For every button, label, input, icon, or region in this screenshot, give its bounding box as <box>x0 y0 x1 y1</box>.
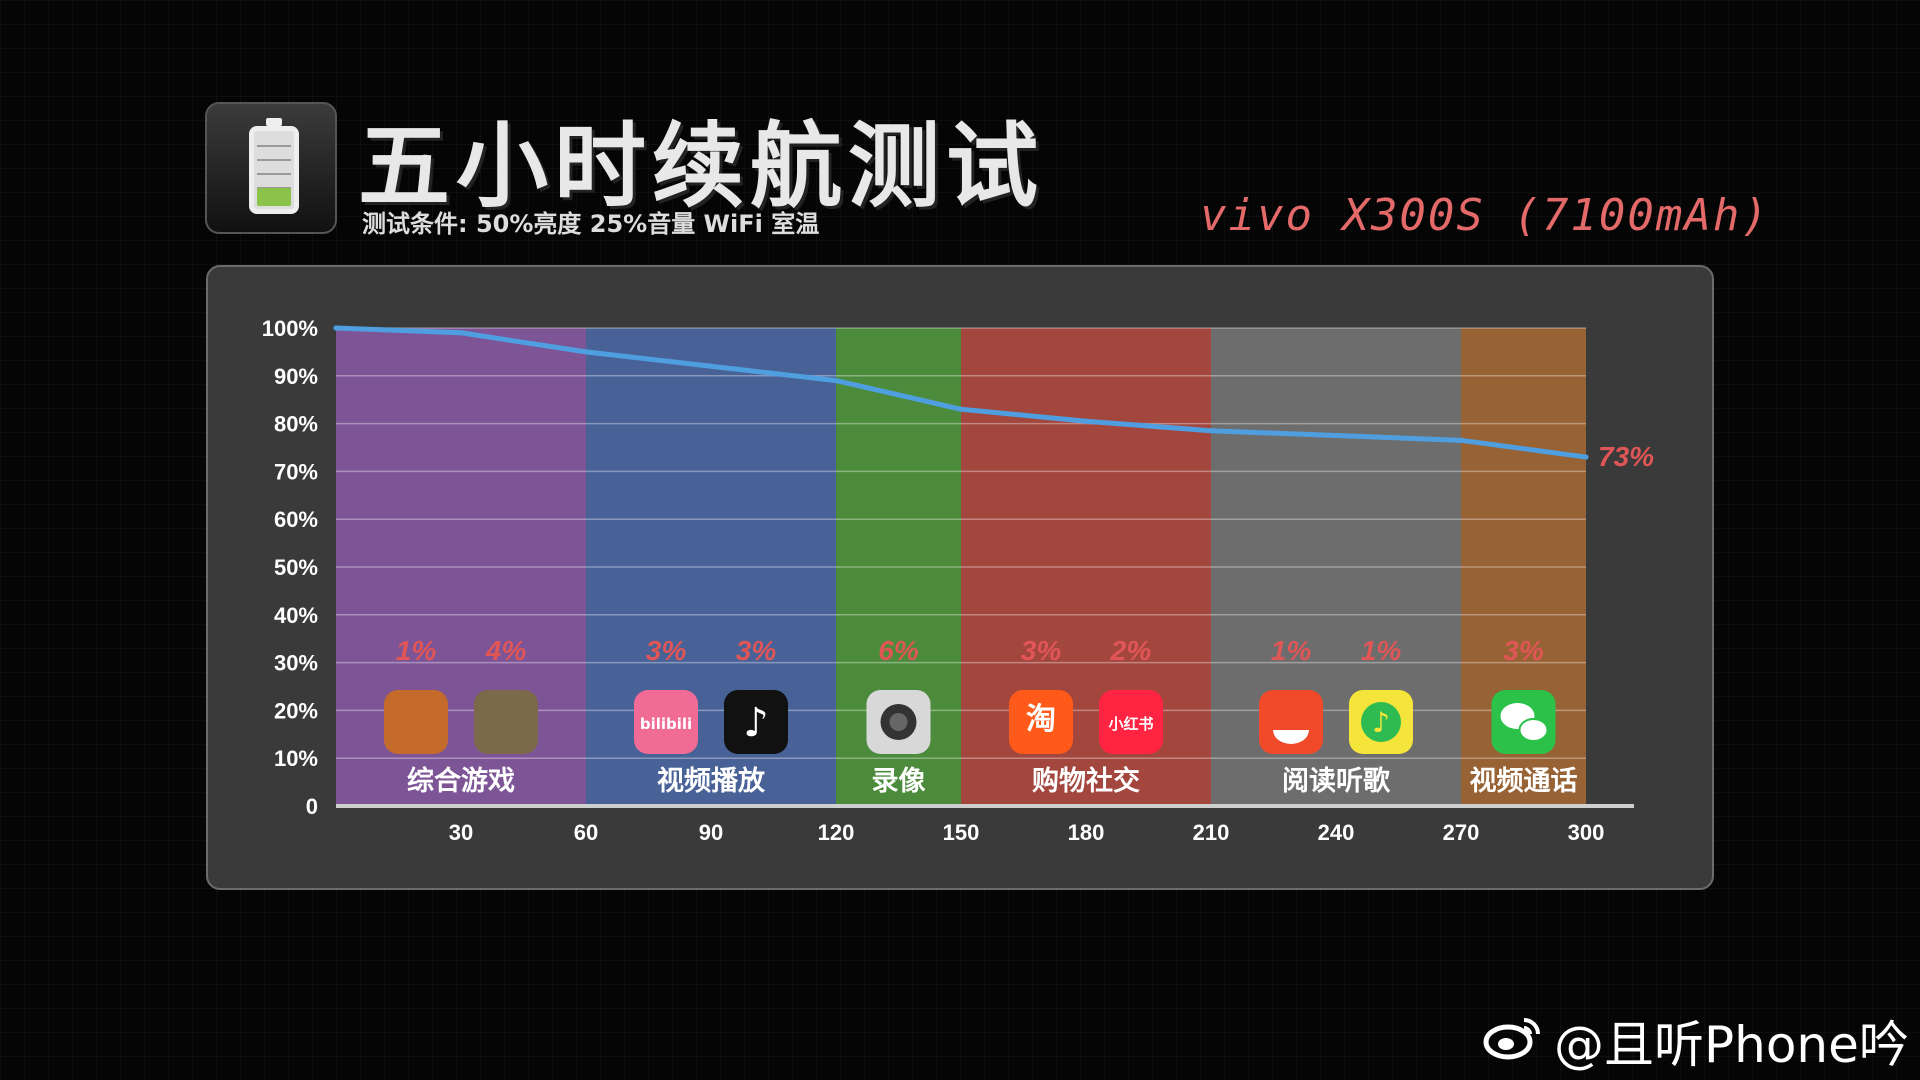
page-title: 五小时续航测试 <box>358 113 1045 220</box>
x-tick-label: 60 <box>574 820 598 845</box>
drain-label: 1% <box>1361 635 1402 666</box>
x-tick-label: 180 <box>1068 820 1105 845</box>
data-point <box>1208 428 1214 434</box>
y-tick-label: 20% <box>274 698 318 723</box>
data-point <box>1458 437 1464 443</box>
drain-label: 4% <box>485 635 527 666</box>
data-point <box>833 378 839 384</box>
segment-label: 录像 <box>872 766 926 797</box>
bilibili-icon <box>634 690 698 754</box>
segment-band <box>586 328 836 806</box>
qq-music-glyph: ♪ <box>1372 706 1390 739</box>
y-tick-label: 40% <box>274 603 318 628</box>
y-tick-label: 30% <box>274 651 318 676</box>
drain-label: 3% <box>1503 635 1544 666</box>
data-point <box>333 325 339 331</box>
y-tick-label: 10% <box>274 746 318 771</box>
fanqie-bowl <box>1273 730 1309 744</box>
drain-label: 6% <box>878 635 919 666</box>
x-tick-label: 270 <box>1443 820 1480 845</box>
watermark-handle: @且听Phone吟 <box>1554 1016 1909 1074</box>
y-tick-label: 50% <box>274 555 318 580</box>
data-point <box>1583 454 1589 460</box>
drain-label: 2% <box>1110 635 1152 666</box>
segment-label: 阅读听歌 <box>1282 766 1391 797</box>
data-point <box>708 363 714 369</box>
data-point <box>458 330 464 336</box>
y-tick-label: 70% <box>274 459 318 484</box>
segment-band <box>961 328 1211 806</box>
x-tick-label: 120 <box>818 820 855 845</box>
y-tick-label: 80% <box>274 412 318 437</box>
drain-label: 3% <box>736 635 777 666</box>
end-value-label: 73% <box>1598 441 1654 472</box>
data-point <box>1333 433 1339 439</box>
segment-band <box>336 328 586 806</box>
battery-logo-icon <box>205 102 337 234</box>
device-label: vivo X300S (7100mAh) <box>1200 190 1770 241</box>
x-tick-label: 90 <box>699 820 723 845</box>
taobao-icon <box>1009 690 1073 754</box>
x-tick-label: 210 <box>1193 820 1230 845</box>
weibo-icon <box>1483 1018 1540 1060</box>
segment-label: 购物社交 <box>1032 765 1140 797</box>
drain-label: 1% <box>1271 635 1312 666</box>
drain-label: 1% <box>396 635 437 666</box>
douyin-icon <box>724 690 788 754</box>
y-tick-label: 90% <box>274 364 318 389</box>
data-point <box>1083 418 1089 424</box>
x-tick-label: 150 <box>943 820 980 845</box>
test-conditions: 测试条件: 50%亮度 25%音量 WiFi 室温 <box>362 210 820 238</box>
douyin-glyph: ♪ <box>743 700 769 746</box>
x-tick-label: 30 <box>449 820 473 845</box>
y-tick-label: 60% <box>274 507 318 532</box>
wechat-bubble <box>1518 718 1549 742</box>
camera-lens-inner <box>889 713 908 731</box>
drain-label: 3% <box>1021 635 1062 666</box>
pubg-icon <box>474 690 538 754</box>
honor-of-kings-icon <box>384 690 448 754</box>
xiaohongshu-icon <box>1099 690 1163 754</box>
app-icon-text: bilibili <box>640 715 692 733</box>
segment-label: 综合游戏 <box>407 765 515 797</box>
data-point <box>958 406 964 412</box>
segment-label: 视频播放 <box>657 765 766 797</box>
x-tick-label: 300 <box>1568 820 1605 845</box>
fanqie-reader-icon <box>1259 690 1323 754</box>
segment-label: 视频通话 <box>1470 766 1578 797</box>
qq-music-disc <box>1361 702 1401 742</box>
x-tick-label: 240 <box>1318 820 1355 845</box>
app-icon-text: 小红书 <box>1108 715 1153 733</box>
y-tick-label: 0 <box>306 794 318 819</box>
app-icon-text: 淘 <box>1026 702 1056 737</box>
segment-band <box>1211 328 1461 806</box>
drain-label: 3% <box>646 635 687 666</box>
y-tick-label: 100% <box>262 316 318 341</box>
data-point <box>583 349 589 355</box>
